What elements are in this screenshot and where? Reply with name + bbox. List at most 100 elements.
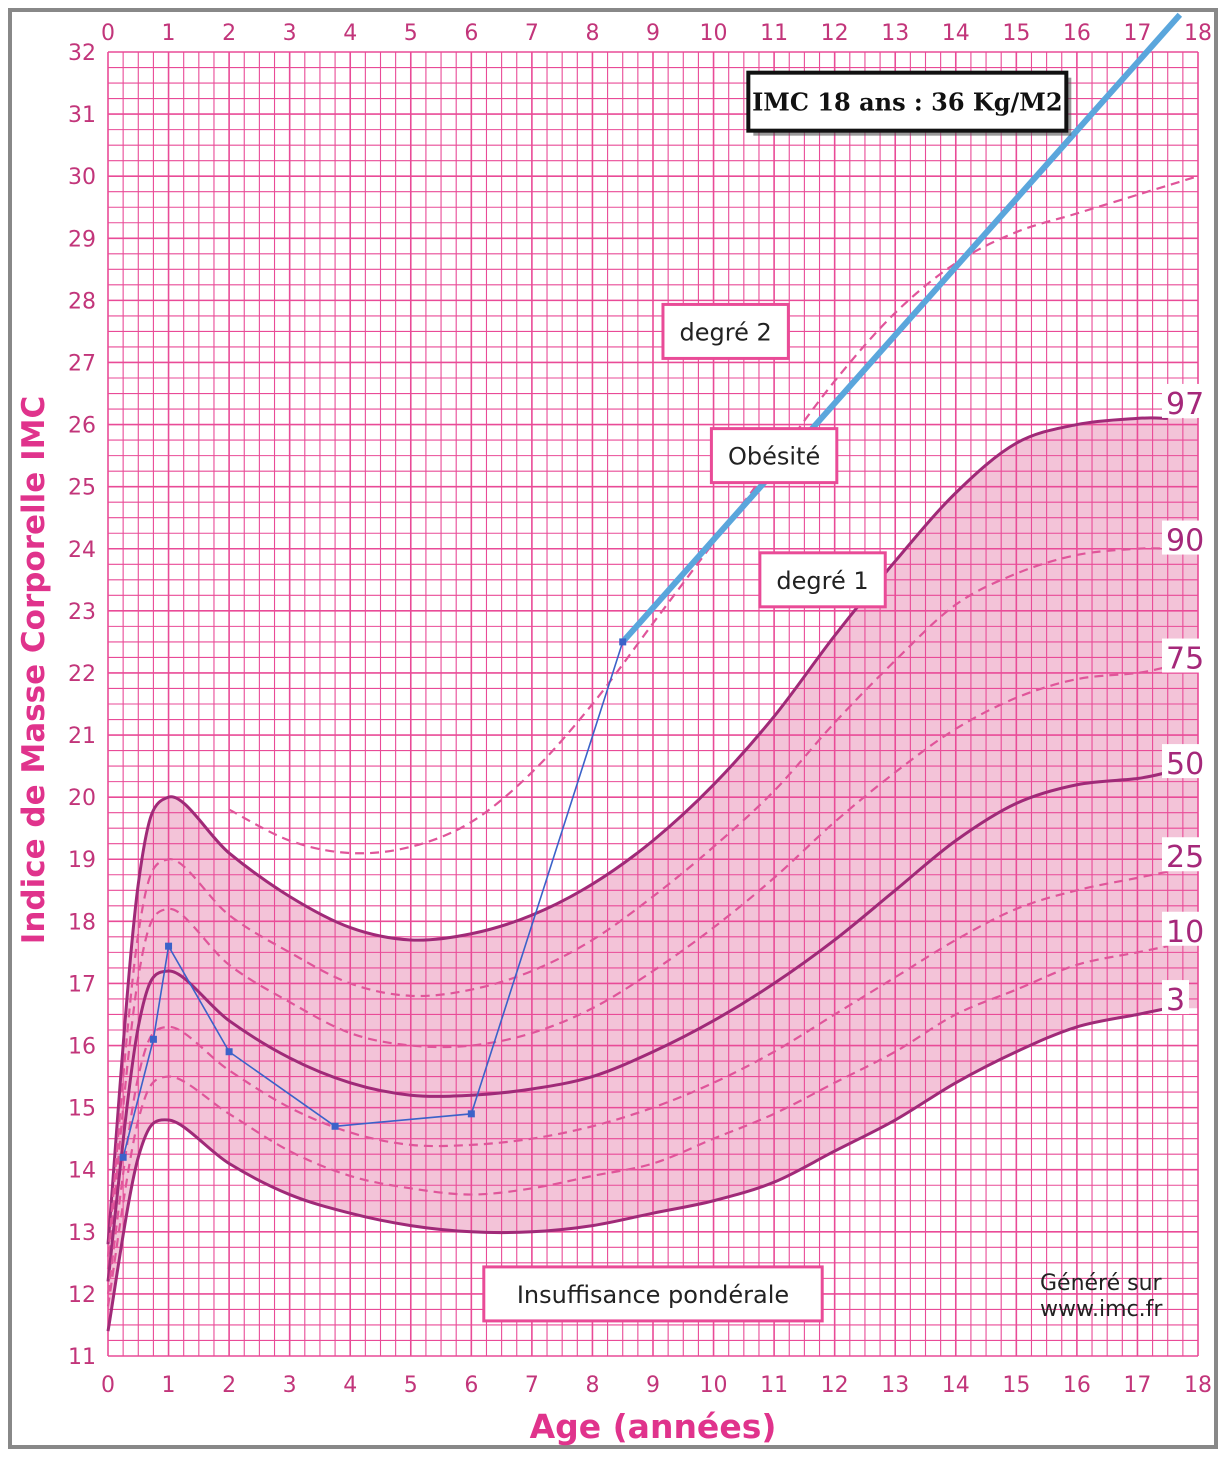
x-tick-label-bottom: 17: [1123, 1373, 1151, 1398]
x-tick-label-bottom: 3: [283, 1373, 297, 1398]
zone-label-box: [482, 1265, 824, 1323]
percentile-curves: [106, 175, 1199, 1332]
x-tick-label-top: 17: [1123, 21, 1151, 46]
y-tick-label: 13: [68, 1221, 96, 1246]
percentile-label-bg: [1162, 520, 1208, 555]
y-tick-label: 31: [68, 103, 96, 128]
y-tick-label: 26: [68, 414, 96, 439]
patient-point: [225, 1048, 233, 1056]
x-tick-label-top: 8: [585, 21, 599, 46]
y-tick-label: 15: [68, 1097, 96, 1122]
percentile-curve-25: [106, 870, 1168, 1295]
x-tick-label-top: 0: [101, 21, 115, 46]
y-tick-label: 14: [68, 1159, 96, 1184]
obesity-threshold-curve: [228, 175, 1199, 855]
percentile-curve-10: [106, 945, 1168, 1307]
x-tick-label-top: 2: [222, 21, 236, 46]
y-tick-label: 22: [68, 662, 96, 687]
y-tick-label: 23: [68, 600, 96, 625]
percentile-label-bg: [1162, 837, 1208, 872]
y-axis-label: Indice de Masse Corporelle IMC: [16, 396, 52, 944]
percentile-curve-75: [106, 665, 1168, 1270]
y-tick-label: 21: [68, 724, 96, 749]
patient-point: [467, 1110, 475, 1118]
chart-labels: Indice de Masse Corporelle IMC Age (anné…: [16, 70, 1208, 1446]
percentile-label-bg: [1162, 383, 1208, 418]
y-tick-label: 27: [68, 351, 96, 376]
y-tick-label: 32: [68, 41, 96, 66]
y-tick-label: 28: [68, 289, 96, 314]
x-tick-label-bottom: 10: [700, 1373, 728, 1398]
y-tick-label: 12: [68, 1283, 96, 1308]
x-tick-label-top: 11: [760, 21, 788, 46]
x-tick-label-bottom: 16: [1063, 1373, 1091, 1398]
source-line-2: www.imc.fr: [1040, 1297, 1163, 1322]
percentile-label-97: 97: [1166, 387, 1204, 422]
patient-series: [119, 12, 1183, 1161]
x-tick-label-top: 7: [525, 21, 539, 46]
projection-line: [620, 12, 1183, 644]
percentile-curve-97: [106, 416, 1168, 1245]
axis-ticks: 0011223344556677889910101111121213131414…: [68, 21, 1212, 1398]
annotation-box: [746, 70, 1069, 133]
percentile-curve-3: [106, 1006, 1169, 1332]
x-tick-label-top: 6: [464, 21, 478, 46]
x-tick-label-top: 10: [700, 21, 728, 46]
x-tick-label-top: 16: [1063, 21, 1091, 46]
percentile-curve-90: [106, 547, 1168, 1257]
x-tick-label-bottom: 15: [1002, 1373, 1030, 1398]
x-tick-label-bottom: 5: [404, 1373, 418, 1398]
percentile-label-bg: [1162, 638, 1208, 673]
x-axis-label: Age (années): [530, 1407, 777, 1446]
x-tick-label-top: 3: [283, 21, 297, 46]
zone-label-3: Insuffisance pondérale: [517, 1281, 789, 1309]
x-tick-label-bottom: 18: [1184, 1373, 1212, 1398]
percentile-label-bg: [1162, 744, 1208, 779]
y-tick-label: 17: [68, 972, 96, 997]
zone-label-1: Obésité: [728, 443, 820, 471]
y-tick-label: 19: [68, 848, 96, 873]
grid-lines: [107, 51, 1199, 1357]
x-tick-label-top: 18: [1184, 21, 1212, 46]
x-tick-label-bottom: 9: [646, 1373, 660, 1398]
patient-point: [165, 942, 173, 950]
x-tick-label-bottom: 12: [821, 1373, 849, 1398]
percentile-label-50: 50: [1166, 747, 1204, 782]
y-tick-label: 11: [68, 1345, 96, 1370]
x-tick-label-top: 9: [646, 21, 660, 46]
x-tick-label-bottom: 13: [881, 1373, 909, 1398]
y-tick-label: 24: [68, 538, 96, 563]
x-tick-label-bottom: 8: [585, 1373, 599, 1398]
patient-point: [619, 638, 627, 646]
zone-label-box: [709, 427, 839, 485]
zone-label-0: degré 2: [680, 318, 772, 346]
percentile-label-3: 3: [1166, 983, 1185, 1018]
x-tick-label-bottom: 2: [222, 1373, 236, 1398]
percentile-label-bg: [1162, 911, 1208, 946]
y-tick-label: 20: [68, 786, 96, 811]
y-tick-label: 25: [68, 476, 96, 501]
x-tick-label-bottom: 6: [464, 1373, 478, 1398]
percentile-label-10: 10: [1166, 915, 1204, 950]
zone-label-box: [661, 302, 790, 360]
percentile-label-90: 90: [1166, 524, 1204, 559]
x-tick-label-top: 13: [881, 21, 909, 46]
percentile-label-75: 75: [1166, 642, 1204, 677]
x-tick-label-top: 14: [942, 21, 970, 46]
y-tick-label: 18: [68, 910, 96, 935]
patient-point: [119, 1153, 127, 1161]
patient-point: [331, 1122, 339, 1130]
x-tick-label-bottom: 11: [760, 1373, 788, 1398]
x-tick-label-top: 1: [162, 21, 176, 46]
y-tick-label: 16: [68, 1035, 96, 1060]
percentile-label-25: 25: [1166, 840, 1204, 875]
patient-point: [149, 1035, 157, 1043]
source-line-1: Généré sur: [1040, 1271, 1163, 1296]
x-tick-label-bottom: 7: [525, 1373, 539, 1398]
zone-label-box: [758, 551, 887, 609]
x-tick-label-top: 4: [343, 21, 357, 46]
y-tick-label: 30: [68, 165, 96, 190]
y-tick-label: 29: [68, 227, 96, 252]
x-tick-label-top: 5: [404, 21, 418, 46]
